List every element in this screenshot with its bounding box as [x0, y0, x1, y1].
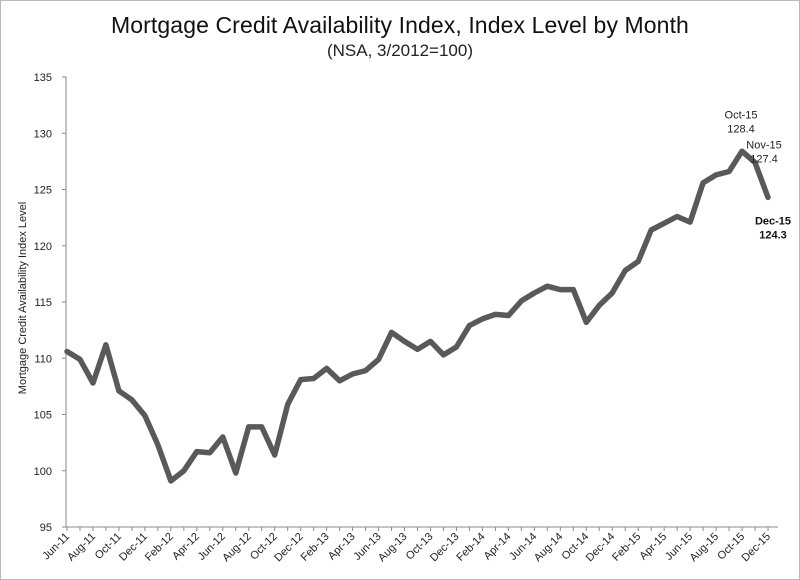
data-point: [442, 354, 445, 356]
x-tick-label: Dec-12: [272, 531, 306, 565]
data-point: [365, 370, 367, 372]
x-tick-label: Feb-13: [299, 531, 332, 564]
data-point: [170, 480, 172, 482]
data-point: [585, 321, 587, 323]
annotation-month: Dec-15: [755, 215, 791, 227]
x-tick-label: Feb-12: [143, 531, 176, 564]
y-axis-label: Mortgage Credit Availability Index Level: [17, 202, 29, 394]
data-point: [416, 348, 419, 350]
data-point: [429, 340, 432, 342]
data-point: [468, 325, 470, 327]
data-point: [728, 170, 730, 173]
data-point: [79, 358, 81, 360]
series-group: [64, 148, 771, 484]
y-axis-ticks: 95 100 105 110 115 120 125 130 135: [34, 72, 66, 534]
data-point: [157, 444, 159, 446]
x-tick-label: Feb-14: [454, 531, 487, 564]
x-tick-label: Apr-14: [482, 531, 514, 563]
x-tick-label: Dec-13: [428, 531, 462, 565]
x-tick-label: Feb-15: [610, 531, 643, 564]
data-point: [663, 222, 665, 224]
annotations: Oct-15 128.4 Nov-15 127.4 Dec-15 124.3: [725, 109, 792, 241]
x-tick-label: Apr-15: [637, 531, 669, 563]
x-axis-ticks: Jun-11Aug-11Oct-11Dec-11Feb-12Apr-12Jun-…: [40, 527, 773, 564]
data-point: [92, 382, 94, 384]
y-tick-label: 100: [34, 466, 52, 478]
data-point: [261, 426, 263, 428]
annotation-value: 128.4: [727, 123, 755, 135]
data-point: [352, 373, 354, 375]
data-point: [105, 344, 107, 346]
data-point: [767, 196, 769, 198]
data-point: [118, 390, 120, 392]
data-point: [598, 304, 600, 306]
data-point: [637, 260, 639, 263]
data-point: [455, 346, 457, 348]
data-point: [144, 415, 146, 417]
data-point: [507, 314, 509, 317]
data-point: [131, 399, 133, 401]
data-point: [339, 380, 341, 382]
data-point: [481, 318, 483, 320]
data-point: [624, 269, 626, 272]
data-point: [196, 451, 198, 453]
data-point: [222, 436, 224, 438]
data-point: [702, 182, 704, 184]
data-point: [676, 215, 678, 218]
data-point: [274, 454, 276, 456]
axes: [65, 77, 778, 528]
x-tick-label: Dec-14: [584, 531, 618, 565]
y-tick-label: 130: [34, 128, 52, 140]
data-point: [378, 358, 380, 360]
data-point: [494, 313, 496, 315]
data-point: [754, 161, 756, 164]
x-tick-label: Aug-12: [220, 531, 254, 565]
y-tick-label: 95: [40, 522, 52, 534]
x-tick-label: Dec-15: [740, 531, 774, 565]
data-point: [533, 292, 535, 294]
data-point: [66, 350, 68, 353]
annotation-month: Oct-15: [725, 109, 758, 121]
y-tick-label: 120: [34, 241, 52, 253]
x-tick-label: Aug-13: [376, 531, 410, 565]
series-line: [64, 148, 771, 484]
data-point: [248, 426, 250, 428]
data-point: [650, 229, 652, 231]
data-point: [183, 470, 185, 472]
data-point: [546, 285, 548, 287]
data-point: [313, 377, 315, 380]
y-tick-label: 115: [34, 297, 52, 309]
data-point: [689, 221, 691, 223]
annotation-value: 124.3: [759, 229, 787, 241]
data-point: [390, 331, 393, 333]
annotation-value: 127.4: [750, 154, 778, 166]
data-point: [520, 300, 523, 302]
data-point: [572, 289, 574, 291]
x-tick-label: Aug-11: [65, 531, 98, 564]
data-point: [235, 472, 237, 474]
data-point: [741, 150, 743, 152]
x-tick-label: Apr-12: [170, 531, 202, 563]
data-point: [715, 174, 717, 176]
data-point: [326, 367, 328, 369]
data-point: [209, 452, 211, 454]
annotation-month: Nov-15: [746, 140, 781, 152]
chart-title: Mortgage Credit Availability Index, Inde…: [111, 12, 689, 38]
y-tick-label: 105: [34, 410, 52, 422]
chart-subtitle: (NSA, 3/2012=100): [326, 41, 473, 60]
x-tick-label: Apr-13: [326, 531, 358, 563]
x-tick-label: Aug-15: [688, 531, 722, 565]
y-tick-label: 125: [34, 185, 52, 197]
data-point: [287, 403, 289, 405]
y-tick-label: 135: [34, 72, 52, 84]
y-tick-label: 110: [34, 353, 52, 365]
data-point: [611, 292, 613, 294]
x-tick-label: Aug-14: [532, 531, 566, 565]
data-point: [300, 379, 302, 381]
data-point: [559, 289, 561, 291]
data-point: [403, 340, 406, 342]
